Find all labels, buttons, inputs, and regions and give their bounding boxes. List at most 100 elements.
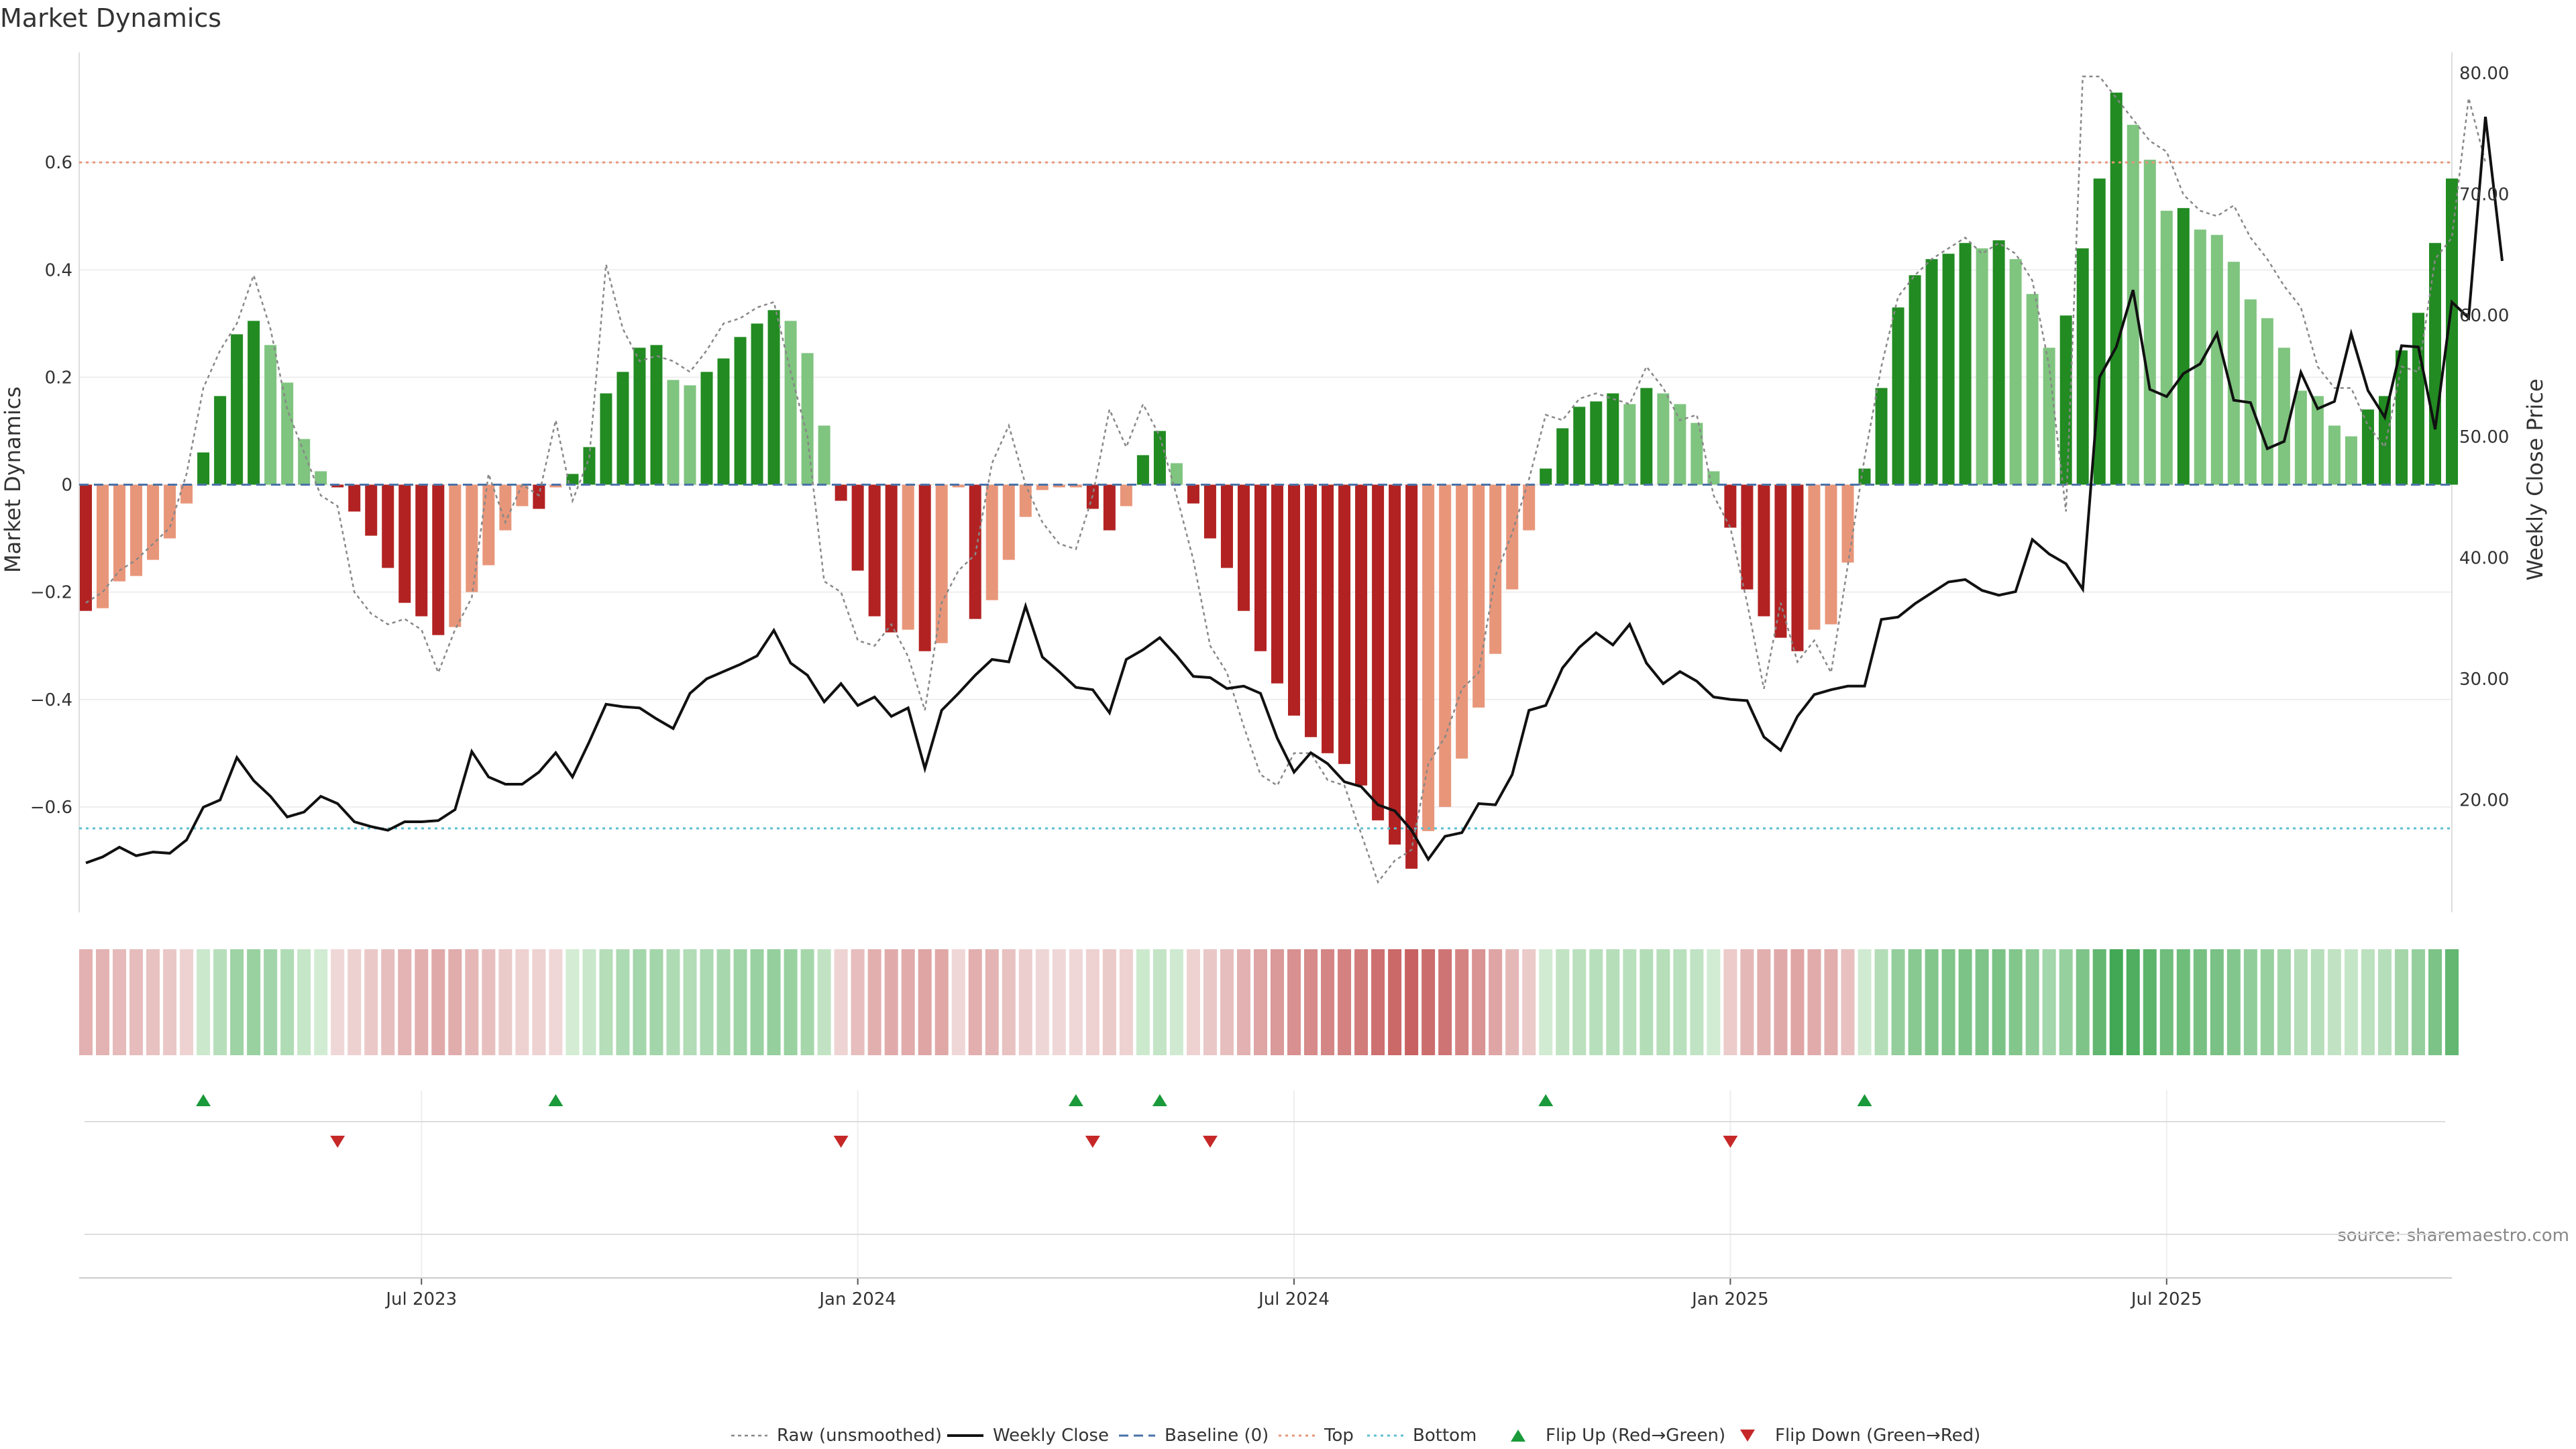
heat-cell <box>2092 949 2106 1055</box>
momentum-bar <box>97 484 109 608</box>
legend-label: Raw (unsmoothed) <box>777 1426 942 1446</box>
momentum-bar <box>1640 388 1653 485</box>
heat-cell <box>398 949 412 1055</box>
momentum-bar <box>1959 243 1972 485</box>
momentum-bar <box>969 484 981 619</box>
heat-cell <box>2394 949 2408 1055</box>
heat-cell <box>2243 949 2257 1055</box>
heat-cell <box>549 949 563 1055</box>
heat-cell <box>2361 949 2375 1055</box>
momentum-bar <box>2227 262 2240 485</box>
legend-label: Bottom <box>1413 1426 1477 1446</box>
momentum-bar <box>1271 484 1284 684</box>
momentum-bar <box>466 484 478 592</box>
heat-cell <box>2143 949 2157 1055</box>
heat-cell <box>1941 949 1955 1055</box>
heat-cell <box>1522 949 1536 1055</box>
heat-cell <box>1169 949 1183 1055</box>
heat-cell <box>1236 949 1250 1055</box>
heat-cell <box>2126 949 2140 1055</box>
heat-cell <box>129 949 144 1055</box>
heat-cell <box>616 949 630 1055</box>
heat-cell <box>951 949 965 1055</box>
heat-cell <box>197 949 211 1055</box>
momentum-bar <box>2361 409 2374 485</box>
heat-cell <box>1069 949 1083 1055</box>
heat-cell <box>247 949 261 1055</box>
momentum-bar <box>1288 484 1301 716</box>
heat-cell <box>431 949 445 1055</box>
momentum-bar <box>885 484 898 633</box>
momentum-bar <box>751 323 763 485</box>
flip-down-marker <box>1723 1136 1738 1148</box>
momentum-bar <box>1120 484 1132 506</box>
momentum-bar <box>1489 484 1502 654</box>
momentum-bar <box>147 484 160 560</box>
heat-cell <box>599 949 613 1055</box>
x-tick-label: Jul 2023 <box>384 1289 457 1309</box>
momentum-bar <box>533 484 545 509</box>
momentum-bar <box>130 484 143 576</box>
legend-item-bottom: Bottom <box>1367 1426 1477 1446</box>
momentum-bar <box>935 484 948 643</box>
momentum-bar <box>549 484 562 488</box>
heat-cell <box>1707 949 1721 1055</box>
heat-cell <box>1338 949 1352 1055</box>
heat-cell <box>146 949 160 1055</box>
raw-series-line <box>85 75 2487 884</box>
momentum-bar <box>2445 178 2459 485</box>
heat-cell <box>498 949 513 1055</box>
heat-cell <box>1371 949 1385 1055</box>
heat-cell <box>901 949 915 1055</box>
y-left-tick-label: −0.6 <box>30 798 72 818</box>
heat-cell <box>566 949 580 1055</box>
momentum-bar <box>851 484 864 571</box>
momentum-bar <box>2009 259 2022 485</box>
y-left-tick-label: −0.2 <box>30 583 72 603</box>
heat-cell <box>1018 949 1032 1055</box>
heat-cell <box>1656 949 1670 1055</box>
momentum-bar <box>197 452 210 485</box>
y-axis-label-left: Market Dynamics <box>0 386 25 573</box>
momentum-bar <box>1976 248 1988 485</box>
heat-cell <box>918 949 932 1055</box>
heat-cell <box>532 949 546 1055</box>
heat-cell <box>2310 949 2324 1055</box>
momentum-bar <box>1573 407 1586 485</box>
heat-cell <box>1841 949 1855 1055</box>
momentum-bar <box>1992 240 2005 485</box>
momentum-bar <box>1405 484 1418 869</box>
heat-cell <box>264 949 278 1055</box>
flip-up-marker <box>196 1094 211 1106</box>
momentum-bar <box>1607 393 1619 485</box>
heat-cell <box>683 949 697 1055</box>
momentum-bar <box>583 447 596 485</box>
heat-cell <box>331 949 345 1055</box>
heat-cell <box>1472 949 1486 1055</box>
heat-cell <box>1052 949 1066 1055</box>
heat-cell <box>851 949 865 1055</box>
heat-cell <box>1035 949 1049 1055</box>
momentum-bar <box>2177 208 2190 485</box>
momentum-bar <box>1456 484 1468 759</box>
momentum-bar <box>1322 484 1334 753</box>
momentum-bar <box>2328 425 2341 485</box>
momentum-bar <box>1170 463 1183 485</box>
momentum-bar <box>79 484 93 611</box>
y-right-tick-label: 70.00 <box>2459 185 2509 205</box>
legend-label: Top <box>1324 1426 1354 1446</box>
momentum-bar <box>784 321 797 485</box>
heat-cell <box>633 949 647 1055</box>
momentum-bar <box>1724 484 1737 528</box>
heat-cell <box>96 949 110 1055</box>
heat-cell <box>2008 949 2023 1055</box>
momentum-bar <box>1925 259 1938 485</box>
momentum-bar <box>164 484 176 539</box>
momentum-bar <box>1305 484 1318 737</box>
momentum-bar <box>2194 229 2206 485</box>
heat-cell <box>1354 949 1368 1055</box>
y-right-tick-label: 20.00 <box>2459 790 2509 810</box>
momentum-bar <box>600 393 612 485</box>
flip-down-marker <box>1085 1136 1100 1148</box>
heat-cell <box>1489 949 1503 1055</box>
